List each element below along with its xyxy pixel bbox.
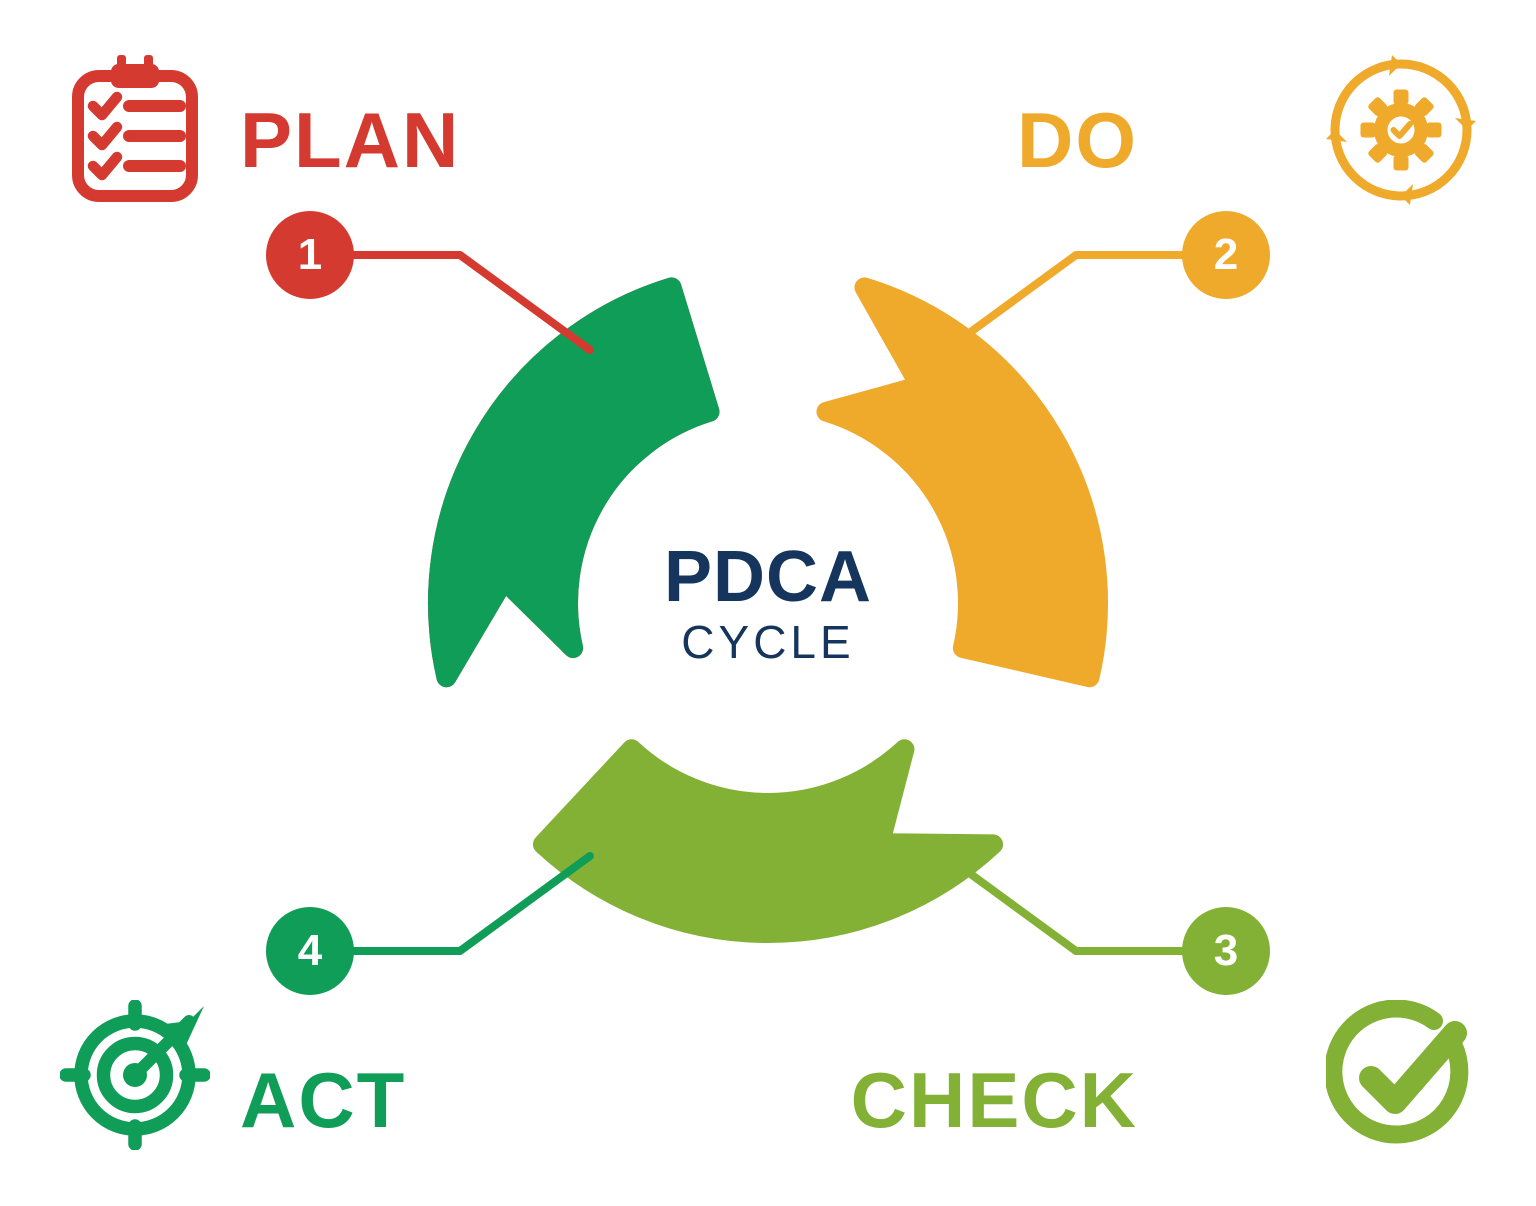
pdca-infographic: PDCA CYCLE PLAN DO CHECK ACT 1 2 3 4: [0, 0, 1536, 1206]
badge-plan-num: 1: [298, 230, 322, 280]
center-title-main: PDCA: [664, 541, 872, 613]
center-title-sub: CYCLE: [664, 619, 872, 665]
center-title: PDCA CYCLE: [664, 541, 872, 665]
target-icon: [60, 1000, 210, 1150]
label-do: DO: [1017, 95, 1138, 186]
label-plan: PLAN: [240, 95, 460, 186]
label-check: CHECK: [851, 1055, 1138, 1146]
badge-plan: 1: [266, 211, 354, 299]
badge-do: 2: [1182, 211, 1270, 299]
label-act: ACT: [240, 1055, 406, 1146]
badge-check: 3: [1182, 907, 1270, 995]
gear-cycle-icon: [1326, 55, 1476, 205]
badge-act-num: 4: [298, 926, 322, 976]
badge-act: 4: [266, 907, 354, 995]
check-circle-icon: [1326, 1000, 1476, 1150]
badge-check-num: 3: [1214, 926, 1238, 976]
checklist-icon: [60, 55, 210, 205]
badge-do-num: 2: [1214, 230, 1238, 280]
